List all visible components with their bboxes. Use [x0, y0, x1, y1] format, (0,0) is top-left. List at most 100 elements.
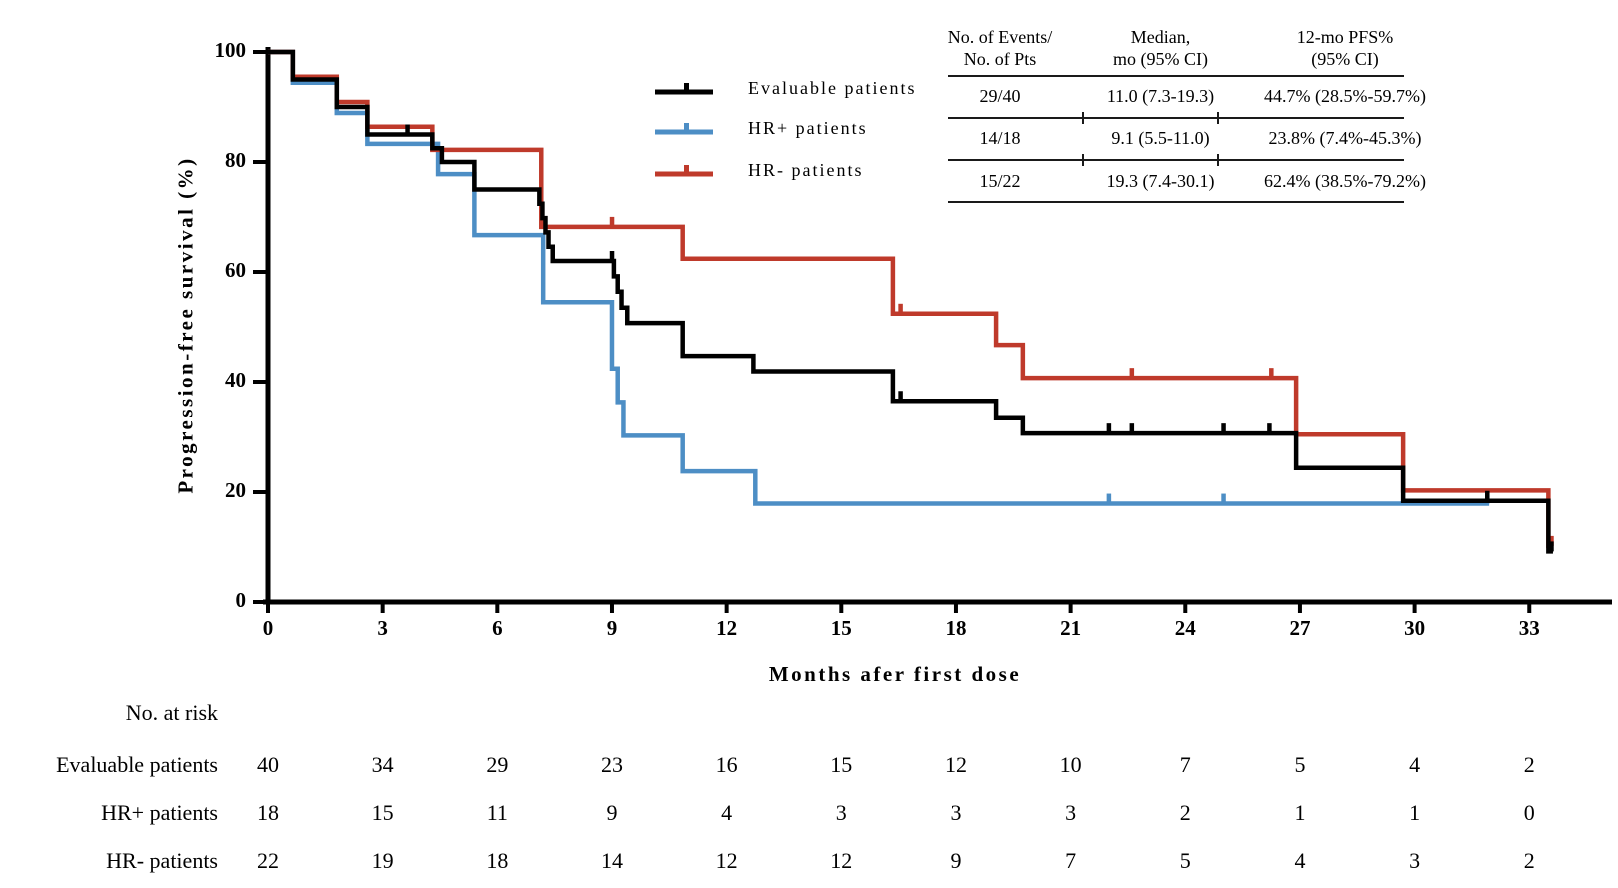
risk-count: 34: [371, 752, 394, 777]
risk-count: 5: [1179, 848, 1191, 873]
risk-count: 22: [257, 848, 279, 873]
legend-label-evaluable: Evaluable patients: [748, 78, 917, 98]
y-tick-label: 80: [225, 148, 246, 172]
stats-table-rule: [948, 117, 1404, 119]
risk-count: 7: [1065, 848, 1077, 873]
risk-count: 19: [371, 848, 394, 873]
legend-label-hr-pos: HR+ patients: [748, 118, 868, 138]
stats-value: 14/18: [979, 128, 1021, 148]
censor-tick: [1129, 368, 1135, 379]
y-tick-label: 100: [214, 38, 247, 62]
x-tick-label: 24: [1174, 616, 1196, 640]
risk-count: 9: [606, 800, 618, 825]
risk-count: 11: [486, 800, 508, 825]
stats-col-header-median: Median, mo (95% CI): [1113, 27, 1208, 69]
risk-count: 18: [257, 800, 279, 825]
legend-item-evaluable: Evaluable patients: [653, 78, 916, 98]
x-tick-label: 27: [1289, 616, 1311, 640]
x-tick-label: 33: [1518, 616, 1540, 640]
risk-table-header: No. at risk: [125, 700, 218, 725]
censor-tick: [1106, 493, 1112, 504]
censor-tick: [1221, 493, 1226, 504]
y-tick-label: 60: [225, 258, 246, 282]
x-tick-label: 18: [945, 616, 967, 640]
risk-count: 1: [1409, 800, 1421, 825]
stats-table-divider: [1217, 154, 1219, 166]
censor-tick: [1106, 423, 1112, 434]
risk-count: 3: [1065, 800, 1077, 825]
risk-row-label-hr-pos: HR+ patients: [101, 800, 218, 825]
censor-tick: [1267, 423, 1272, 434]
risk-count: 4: [1294, 848, 1306, 873]
censor-tick: [1129, 423, 1135, 434]
y-tick-label: 0: [235, 588, 247, 612]
risk-count: 29: [486, 752, 509, 777]
risk-count: 18: [486, 848, 509, 873]
stats-table-rule: [948, 159, 1404, 161]
legend-item-hr-neg: HR- patients: [653, 160, 864, 180]
risk-count: 23: [600, 752, 623, 777]
risk-count: 3: [835, 800, 847, 825]
x-axis-title: Months afer first dose: [768, 662, 1022, 686]
stats-value: 29/40: [979, 86, 1021, 106]
stats-col-header-pfs: 12-mo PFS% (95% CI): [1296, 27, 1394, 69]
stats-value: 62.4% (38.5%-79.2%): [1264, 171, 1426, 191]
stats-table-rule: [948, 75, 1404, 77]
risk-count: 12: [944, 752, 967, 777]
hr-pos-censor-line-icon: [655, 122, 713, 134]
risk-count: 0: [1523, 800, 1535, 825]
risk-count: 12: [830, 848, 853, 873]
censor-tick: [898, 391, 903, 402]
stats-table-divider: [1082, 154, 1084, 166]
censor-tick: [1485, 490, 1490, 501]
y-axis-title: Progression-free survival (%): [173, 156, 198, 494]
stats-table-rule: [948, 201, 1404, 203]
evaluable-censor-line-icon: [655, 82, 713, 94]
stats-value: 9.1 (5.5-11.0): [1111, 128, 1210, 148]
censor-tick: [405, 124, 410, 135]
risk-count: 16: [715, 752, 738, 777]
risk-count: 10: [1059, 752, 1082, 777]
risk-count: 12: [715, 848, 738, 873]
stats-value: 23.8% (7.4%-45.3%): [1268, 128, 1422, 148]
km-curve-evaluable-patients: [268, 49, 1553, 554]
x-tick-label: 21: [1060, 616, 1082, 640]
censor-tick: [1221, 423, 1226, 434]
censor-tick: [1269, 368, 1274, 379]
stats-value: 19.3 (7.4-30.1): [1106, 171, 1215, 191]
censor-tick: [1549, 541, 1554, 552]
censor-tick: [898, 303, 903, 314]
stats-value: 11.0 (7.3-19.3): [1106, 86, 1215, 106]
x-tick-label: 30: [1404, 616, 1426, 640]
x-tick-label: 6: [492, 616, 503, 640]
y-tick-label: 40: [225, 368, 246, 392]
km-curve-hr--patients: [268, 49, 1553, 549]
risk-row-label-hr-neg: HR- patients: [106, 848, 218, 873]
risk-count: 7: [1179, 752, 1191, 777]
risk-count: 2: [1523, 752, 1535, 777]
legend-label-hr-neg: HR- patients: [748, 160, 864, 180]
censor-tick: [609, 251, 615, 261]
stats-col-header-events: No. of Events/ No. of Pts: [947, 27, 1053, 69]
risk-count: 5: [1294, 752, 1306, 777]
risk-count: 14: [600, 848, 623, 873]
risk-count: 4: [721, 800, 733, 825]
risk-count: 15: [371, 800, 394, 825]
censor-tick: [609, 216, 615, 227]
risk-count: 9: [950, 848, 962, 873]
x-tick-label: 9: [606, 616, 618, 640]
risk-count: 1: [1294, 800, 1306, 825]
risk-count: 3: [1409, 848, 1421, 873]
risk-count: 4: [1409, 752, 1421, 777]
x-tick-label: 15: [830, 616, 852, 640]
risk-count: 2: [1523, 848, 1535, 873]
censor-tick: [1549, 535, 1554, 546]
stats-table-divider: [1082, 112, 1084, 124]
risk-count: 15: [830, 752, 853, 777]
stats-value: 15/22: [979, 171, 1021, 191]
y-tick-label: 20: [225, 478, 246, 502]
risk-count: 40: [257, 752, 279, 777]
risk-row-label-evaluable: Evaluable patients: [56, 752, 218, 777]
